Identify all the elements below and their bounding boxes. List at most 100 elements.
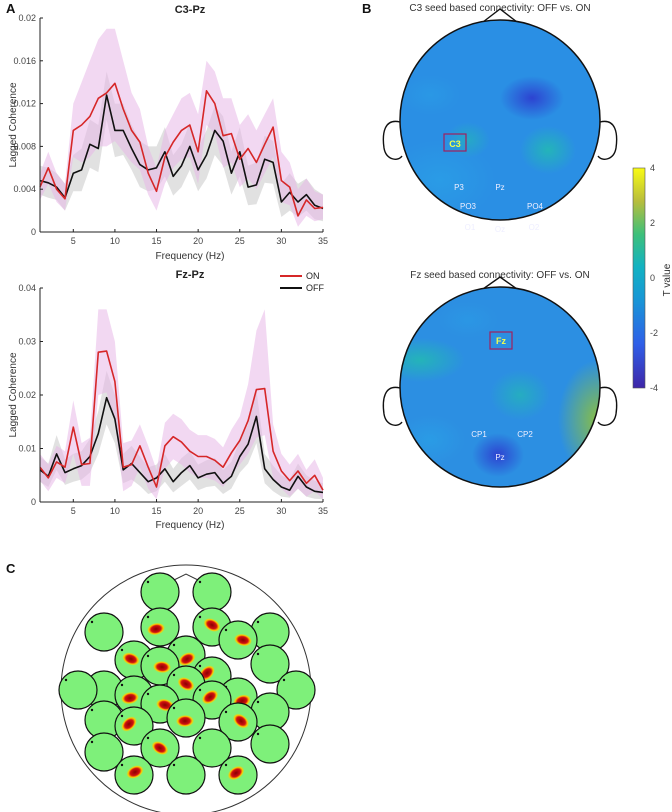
electrode-disc — [276, 670, 316, 710]
electrode-dot — [146, 654, 150, 658]
electrode-dot — [172, 706, 176, 710]
x-tick-label: 10 — [110, 236, 120, 246]
electrode-dot — [224, 763, 228, 767]
head-outline — [399, 19, 601, 221]
electrode-label: CP1 — [471, 430, 487, 439]
electrode-dot — [198, 664, 202, 668]
x-tick-label: 15 — [152, 506, 162, 516]
y-axis-label: Lagged Coherence — [8, 352, 19, 438]
confidence-bands — [40, 28, 323, 227]
y-tick-label: 0 — [31, 497, 36, 507]
electrode-label: CP2 — [517, 430, 533, 439]
activation-blob — [121, 716, 137, 732]
electrode-disc — [84, 732, 124, 772]
confidence-bands — [40, 309, 323, 500]
legend-label-off: OFF — [306, 283, 324, 293]
activation-blob — [227, 765, 245, 781]
right-ear-icon — [597, 120, 618, 160]
head-outline — [399, 286, 601, 488]
colorbar-gradient — [632, 167, 646, 389]
band-on — [40, 309, 323, 500]
x-tick-label: 35 — [318, 236, 328, 246]
electrode-dot — [146, 736, 150, 740]
electrode-disc — [250, 644, 290, 684]
panel-letter-c: C — [6, 561, 16, 576]
activation-blob — [177, 677, 195, 691]
electrode-disc — [140, 572, 180, 612]
seed-marker — [443, 133, 467, 152]
legend-label-on: ON — [306, 271, 320, 281]
legend: ON OFF — [280, 271, 324, 293]
activation-blob — [147, 622, 165, 636]
nose-icon — [169, 573, 203, 583]
colorbar-tick: 4 — [650, 163, 655, 173]
y-axis-label: Lagged Coherence — [8, 82, 19, 168]
electrode-label: Oz — [495, 225, 505, 234]
electrode-disc — [250, 724, 290, 764]
y-tick-label: 0.01 — [18, 444, 36, 454]
colorbar-tick: -2 — [650, 328, 658, 338]
electrode-dot — [90, 740, 94, 744]
seed-label: Fz — [496, 336, 506, 346]
y-tick-label: 0.02 — [18, 13, 36, 23]
electrode-label: P3 — [454, 183, 464, 192]
series-lines — [39, 82, 324, 217]
electrode-dot — [172, 643, 176, 647]
chart-title: Fz-Pz — [176, 269, 205, 281]
topomap-title: Fz seed based connectivity: OFF vs. ON — [410, 270, 590, 281]
y-tick-label: 0 — [31, 227, 36, 237]
left-ear-icon — [382, 386, 403, 426]
x-axis-label: Frequency (Hz) — [156, 251, 225, 262]
electrode-dot — [256, 652, 260, 656]
electrode-dot — [90, 708, 94, 712]
activation-blob — [201, 689, 219, 705]
electrode-montage-illustration — [58, 564, 316, 812]
electrode-dot — [198, 580, 202, 584]
colorbar-label: T value — [662, 263, 672, 296]
activation-blob — [151, 741, 169, 755]
x-tick-label: 10 — [110, 506, 120, 516]
axes: 5 10 15 20 25 30 35 0 0.004 0.008 0.012 0.016 0.02 — [13, 13, 328, 246]
electrode-dot — [282, 678, 286, 682]
electrode-disc — [166, 755, 206, 795]
series-lines — [39, 350, 324, 494]
seed-marker — [489, 331, 513, 350]
topomap-c3: C3 seed based connectivity: OFF vs. ON C… — [382, 3, 618, 234]
electrode-label: O1 — [465, 223, 476, 232]
electrode-dot — [256, 732, 260, 736]
x-tick-label: 25 — [235, 506, 245, 516]
electrode-dot — [146, 615, 150, 619]
electrode-dot — [172, 673, 176, 677]
electrode-disc — [192, 728, 232, 768]
electrode-dot — [120, 683, 124, 687]
seed-label: C3 — [449, 139, 461, 149]
electrode-dot — [120, 714, 124, 718]
activation-blob — [178, 652, 196, 666]
electrode-dot — [146, 692, 150, 696]
electrode-discs — [58, 572, 316, 795]
panel-letter-b: B — [362, 1, 371, 16]
activation-blob — [233, 713, 249, 729]
y-tick-label: 0.004 — [13, 184, 36, 194]
y-tick-label: 0.012 — [13, 99, 36, 109]
topomap-fz: Fz seed based connectivity: OFF vs. ON F… — [382, 270, 618, 488]
activation-blob — [121, 691, 139, 705]
chart-title: C3-Pz — [175, 4, 206, 16]
panel-letter-a: A — [6, 1, 16, 16]
x-tick-label: 20 — [193, 236, 203, 246]
left-ear-icon — [382, 120, 403, 160]
y-tick-label: 0.008 — [13, 141, 36, 151]
series-line-on — [39, 82, 324, 217]
x-axis-label: Frequency (Hz) — [156, 520, 225, 531]
x-tick-label: 30 — [276, 236, 286, 246]
x-tick-label: 15 — [152, 236, 162, 246]
y-tick-label: 0.04 — [18, 283, 36, 293]
colorbar-tick: 0 — [650, 273, 655, 283]
x-tick-label: 5 — [71, 506, 76, 516]
activation-blob — [153, 660, 171, 674]
y-tick-label: 0.03 — [18, 337, 36, 347]
electrode-dot — [198, 736, 202, 740]
y-tick-label: 0.016 — [13, 56, 36, 66]
colorbar-tick: -4 — [650, 383, 658, 393]
series-line-on — [39, 350, 324, 491]
